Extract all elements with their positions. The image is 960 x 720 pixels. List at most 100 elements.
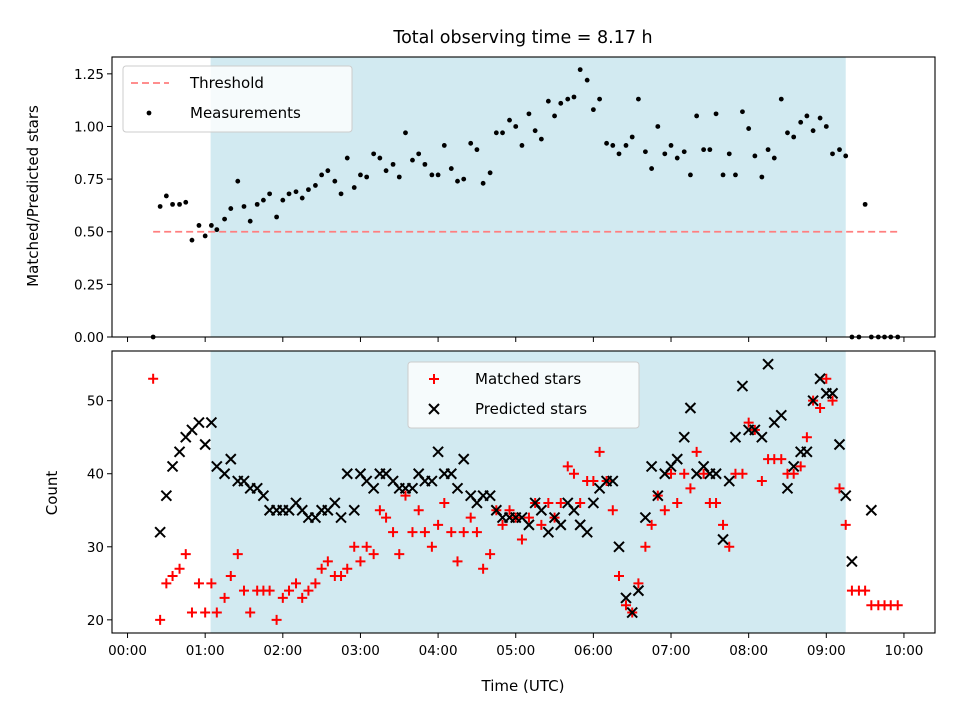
data-point: [241, 204, 247, 209]
data-point: [219, 592, 230, 603]
data-point: [441, 143, 447, 148]
data-point: [626, 606, 638, 619]
data-point: [711, 497, 722, 508]
data-point: [416, 151, 422, 157]
legend-label: Threshold: [189, 74, 264, 92]
data-point: [694, 113, 700, 119]
data-point: [500, 130, 505, 136]
data-point: [632, 584, 645, 597]
data-point: [737, 468, 748, 479]
data-point: [183, 199, 189, 205]
data-point: [785, 130, 790, 136]
data-point: [284, 585, 295, 596]
data-point: [587, 497, 600, 509]
data-point: [736, 380, 749, 392]
data-point: [620, 600, 631, 611]
data-point: [200, 607, 211, 618]
data-point: [310, 578, 321, 589]
data-point: [322, 556, 333, 567]
y-tick-label: 0.25: [74, 277, 104, 293]
data-point: [718, 519, 729, 530]
data-point: [691, 446, 702, 457]
data-point: [167, 571, 178, 582]
data-point: [367, 482, 380, 495]
data-point: [568, 504, 580, 516]
data-point: [487, 170, 493, 176]
data-point: [455, 178, 460, 184]
data-point: [174, 563, 185, 574]
data-point: [613, 541, 625, 553]
data-point: [778, 96, 784, 102]
y-tick-label: 0.00: [74, 330, 104, 346]
data-point: [257, 489, 270, 502]
data-point: [396, 174, 402, 180]
data-point: [837, 147, 842, 153]
data-point: [407, 527, 418, 538]
data-point: [623, 143, 629, 148]
data-point: [422, 161, 428, 167]
data-point: [672, 497, 683, 508]
axes-frame: [111, 56, 936, 338]
series-matched-stars: [148, 373, 903, 625]
data-point: [865, 504, 878, 516]
y-tick-label: 20: [87, 613, 104, 629]
data-point: [791, 134, 797, 140]
data-point: [827, 395, 838, 406]
data-point: [726, 151, 732, 157]
data-point: [325, 168, 331, 174]
data-point: [388, 527, 399, 538]
data-point: [493, 130, 499, 136]
data-point: [297, 592, 308, 603]
data-point: [723, 475, 735, 487]
y-tick-label: 40: [87, 467, 104, 483]
data-point: [756, 431, 768, 443]
y-tick-label: 0.75: [74, 172, 104, 188]
data-point: [193, 416, 205, 429]
data-point: [247, 218, 253, 224]
bottom-panel: 20 30 40 50 00:00 01:00 02:00 03:00 04:00 05:00 06…: [43, 350, 936, 695]
data-point: [452, 556, 463, 567]
data-point: [335, 511, 347, 524]
data-point: [348, 504, 360, 516]
data-point: [154, 526, 166, 538]
data-point: [214, 227, 220, 233]
legend-label: Predicted stars: [475, 400, 587, 418]
data-point: [261, 197, 266, 203]
data-point: [814, 373, 826, 385]
data-point: [291, 578, 302, 589]
data-point: [329, 497, 341, 509]
data-point: [349, 541, 360, 552]
data-point: [588, 476, 599, 487]
axes-frame: [111, 350, 936, 634]
data-point: [826, 387, 839, 400]
data-point: [336, 571, 347, 582]
legend-box: [122, 65, 353, 133]
data-point: [788, 468, 799, 479]
data-point: [468, 140, 474, 146]
data-point: [254, 201, 260, 207]
x-tick-label: 03:00: [341, 643, 380, 659]
legend-label: Measurements: [190, 104, 301, 122]
data-point: [390, 161, 396, 167]
data-point: [801, 432, 812, 443]
data-point: [810, 128, 816, 134]
data-point: [781, 482, 794, 495]
data-point: [840, 489, 852, 502]
data-point: [724, 541, 735, 552]
legend: Matched stars Predicted stars: [407, 361, 640, 429]
data-point: [558, 100, 564, 106]
data-point: [594, 446, 605, 457]
data-point: [584, 77, 590, 83]
data-point: [535, 504, 548, 516]
data-point: [280, 197, 286, 203]
data-point: [685, 483, 696, 494]
data-point: [516, 534, 527, 545]
data-point: [160, 489, 173, 502]
data-point: [208, 223, 214, 228]
data-point: [299, 195, 305, 201]
data-point: [286, 191, 292, 197]
data-point: [607, 475, 619, 487]
data-point: [222, 216, 227, 222]
data-point: [513, 124, 519, 129]
data-point: [620, 592, 632, 604]
